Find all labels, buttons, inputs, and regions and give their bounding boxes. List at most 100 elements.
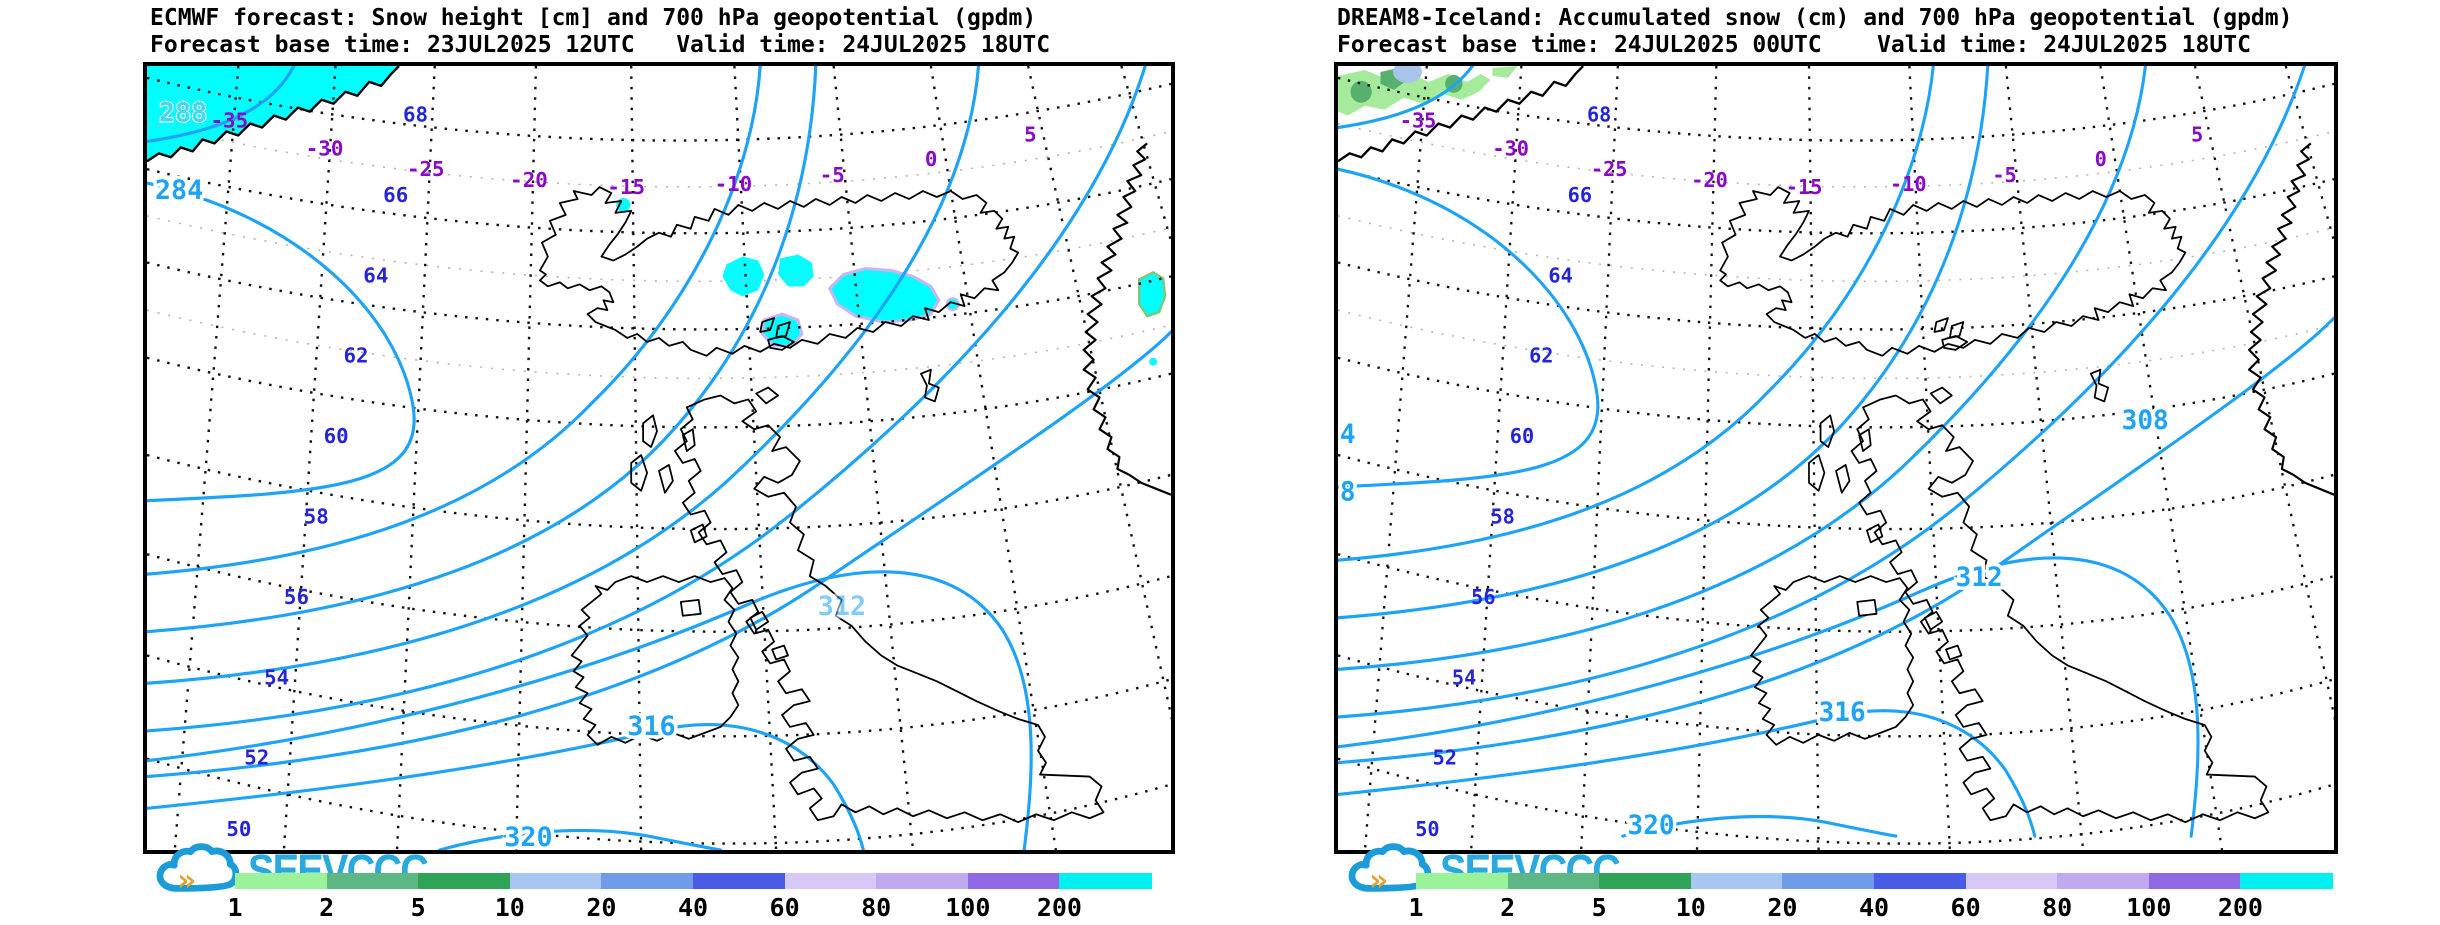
scale-segment <box>2240 873 2333 889</box>
snow-patch <box>722 256 765 297</box>
great-britain-coast <box>673 394 1105 824</box>
latitude-label: 68 <box>1587 102 1611 126</box>
geopotential-contour-line <box>1338 66 1990 620</box>
geopotential-contour-line <box>147 570 1033 850</box>
latitude-label: 52 <box>244 746 269 770</box>
longitude-label: -30 <box>306 136 344 160</box>
scale-segment <box>235 873 328 889</box>
latitude-label: 52 <box>1433 745 1457 769</box>
scale-segment <box>601 873 694 889</box>
latitude-label: 54 <box>1452 665 1476 689</box>
ecmwf-geopotential-contours <box>147 66 1171 850</box>
latitude-label: 62 <box>1529 343 1553 367</box>
scale-value-label: 10 <box>494 893 525 922</box>
island <box>1949 321 1965 339</box>
dream8-title-line2: Forecast base time: 24JUL2025 00UTC Vali… <box>1337 32 2251 58</box>
geopotential-contour-label: 320 <box>1628 810 1675 841</box>
scale-segment <box>326 873 419 889</box>
island <box>759 317 775 333</box>
scale-value-label: 5 <box>410 893 426 922</box>
island <box>1933 317 1949 333</box>
scale-value-label: 2 <box>319 893 335 922</box>
scale-value-label: 80 <box>2042 893 2073 922</box>
latitude-label: 66 <box>383 183 408 207</box>
geopotential-contour-line <box>147 181 416 503</box>
geopotential-contour-line <box>147 66 1147 733</box>
graticule <box>147 66 1171 850</box>
geopotential-contour-line <box>1338 66 1475 130</box>
latitude-label: 66 <box>1568 183 1592 207</box>
scale-value-label: 1 <box>227 893 243 922</box>
scale-value-label: 80 <box>861 893 892 922</box>
scale-segment <box>967 873 1061 889</box>
longitude-label: -20 <box>510 168 548 192</box>
scale-value-label: 40 <box>677 893 709 922</box>
longitude-label: -5 <box>1992 163 2016 187</box>
scale-segment <box>1874 873 1967 889</box>
latitude-label: 50 <box>1415 817 1439 841</box>
latitude-label: 60 <box>1510 424 1534 448</box>
geopotential-contour-line <box>1338 316 2334 765</box>
longitude-label: 0 <box>2095 147 2107 171</box>
scale-value-label: 2 <box>1500 893 1516 922</box>
longitude-label: 5 <box>2191 122 2203 146</box>
scale-value-label: 1 <box>1408 893 1424 922</box>
ecmwf-title-line2: Forecast base time: 23JUL2025 12UTC Vali… <box>150 32 1051 58</box>
geopotential-contour-label: 312 <box>818 591 866 622</box>
island <box>1819 414 1835 448</box>
latitude-label: 64 <box>363 263 388 287</box>
geopotential-contour-label: 284 <box>155 175 203 206</box>
scale-segment <box>1965 873 2058 889</box>
ireland-coast <box>570 575 740 746</box>
scale-segment <box>1782 873 1875 889</box>
longitude-label: 5 <box>1024 122 1037 146</box>
geopotential-contour-line <box>147 66 981 685</box>
svg-text:»: » <box>177 862 196 898</box>
island <box>1945 644 1963 661</box>
island <box>1808 454 1826 492</box>
geopotential-contour-label: 308 <box>2122 405 2169 436</box>
island <box>920 368 940 403</box>
island <box>642 414 658 448</box>
latitude-label: 54 <box>264 665 289 689</box>
ecmwf-title: ECMWF forecast: Snow height [cm] and 700… <box>150 5 1050 59</box>
iceland-coast <box>539 186 1020 357</box>
longitude-label: -35 <box>211 109 249 133</box>
island <box>630 454 648 492</box>
island <box>1835 464 1851 494</box>
dream8-snow-field <box>1338 66 1518 116</box>
graticule-minor <box>147 122 1171 380</box>
scale-segment <box>876 873 969 889</box>
island <box>749 610 770 631</box>
longitude-label: -10 <box>715 172 753 196</box>
island <box>658 464 674 494</box>
snow-color-scale-right: 1 2 5 10 20 40 60 80 100 200 <box>1408 873 2333 925</box>
lough-neagh <box>1856 599 1878 617</box>
scale-segment <box>1690 873 1784 889</box>
scale-value-label: 60 <box>1950 893 1981 922</box>
iceland-coast <box>1719 186 2187 357</box>
scale-value-label: 5 <box>1591 893 1607 922</box>
ireland-coast <box>1750 575 1915 746</box>
norway-coast <box>1082 142 1171 496</box>
geopotential-contour-label: 316 <box>627 711 675 742</box>
geopotential-contour-line <box>1621 814 1898 838</box>
scale-value-label: 100 <box>2126 893 2172 922</box>
latitude-label: 58 <box>1490 504 1514 528</box>
scale-segment <box>784 873 877 889</box>
longitude-label: -25 <box>407 157 445 181</box>
longitude-label: -15 <box>607 175 645 199</box>
geopotential-contour-line <box>147 330 1171 779</box>
scale-segment <box>509 873 603 889</box>
longitude-label: -20 <box>1691 168 1728 192</box>
longitude-label: -15 <box>1786 175 1823 199</box>
island <box>681 428 696 452</box>
geopotential-contour-line <box>147 66 296 144</box>
latitude-label: 64 <box>1548 263 1572 287</box>
scale-value-label: 20 <box>1767 893 1798 922</box>
island <box>689 523 708 544</box>
scale-segment <box>1416 873 1509 889</box>
svg-text:»: » <box>1369 862 1388 898</box>
